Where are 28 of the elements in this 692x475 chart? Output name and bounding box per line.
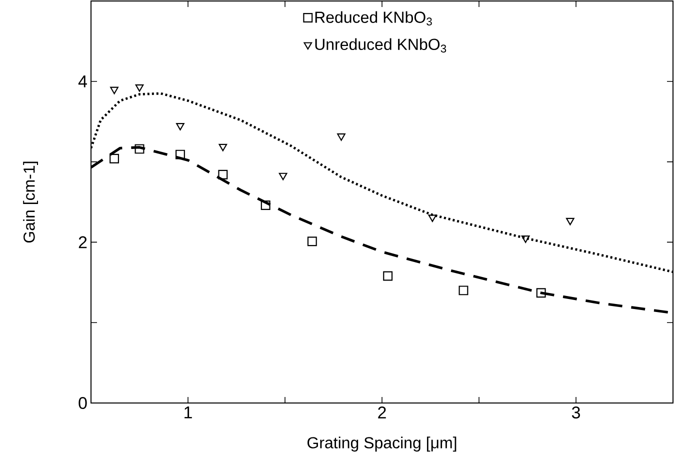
x-tick-label: 3 xyxy=(572,406,580,419)
x-tick-label: 2 xyxy=(378,406,386,418)
point xyxy=(278,172,288,180)
point xyxy=(135,84,144,92)
point xyxy=(176,122,184,130)
point xyxy=(521,236,530,243)
x-axis-title: Grating Spacing [μm] xyxy=(308,436,456,452)
y-tick-label: 4 xyxy=(78,76,87,88)
point xyxy=(218,144,228,152)
point xyxy=(428,214,437,222)
legend-label: Unreduced KNbO$_{3}$ xyxy=(315,38,446,53)
point xyxy=(566,218,574,226)
point xyxy=(176,150,185,160)
point xyxy=(110,154,120,164)
point xyxy=(536,288,546,298)
y-tick-label: 2 xyxy=(78,236,87,248)
point xyxy=(134,144,144,154)
point xyxy=(337,133,346,141)
x-tick-label: 1 xyxy=(184,406,192,418)
point xyxy=(260,200,270,210)
point xyxy=(110,86,118,94)
y-axis-title: Gain [cm-1] xyxy=(23,162,38,243)
y-tick-label: 0 xyxy=(78,396,87,410)
point xyxy=(218,170,228,180)
point xyxy=(307,236,317,246)
point xyxy=(383,271,393,281)
legend-label: Reduced KNbO$_{3}$ xyxy=(315,11,432,26)
point xyxy=(458,286,468,296)
